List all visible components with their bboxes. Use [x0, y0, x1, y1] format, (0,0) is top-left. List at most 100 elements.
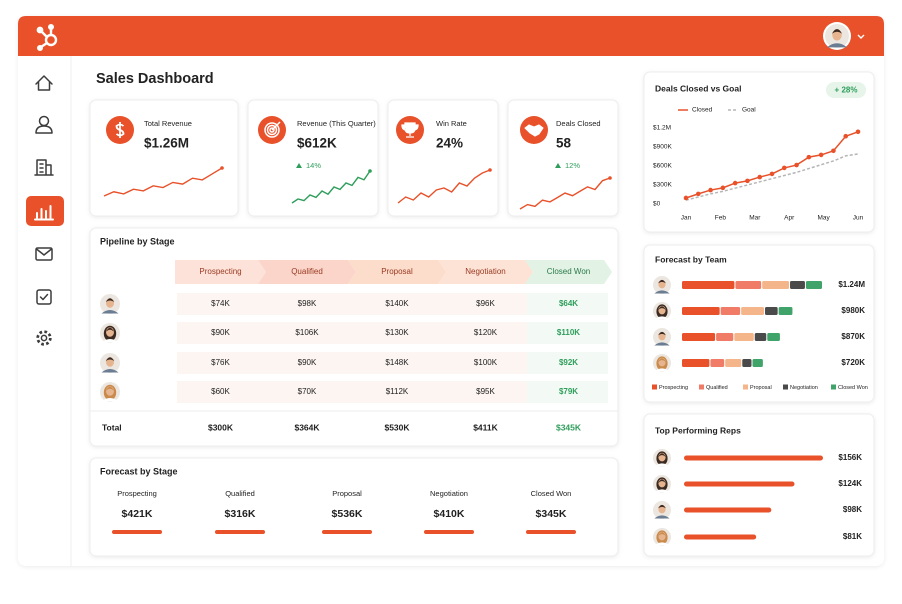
- kpi-icon: [396, 116, 424, 144]
- pipeline-total-label: Total: [102, 422, 122, 432]
- icon-target: [266, 124, 278, 136]
- team-total: $1.24M: [838, 280, 865, 289]
- legend-label: Goal: [742, 107, 756, 114]
- avatar-hair: [105, 298, 115, 302]
- avatar-hair: [105, 386, 115, 391]
- pipeline-cell: [440, 352, 529, 374]
- stage-header: Prospecting: [199, 267, 241, 276]
- forecast-stage-value: $410K: [434, 508, 465, 520]
- stacked-bar-segment: [725, 359, 742, 367]
- bar: [684, 481, 795, 487]
- pipeline-total: $300K: [208, 422, 234, 432]
- avatar-hair: [658, 358, 666, 363]
- line-point: [732, 180, 738, 186]
- icon-handshake: [524, 124, 544, 137]
- avatar-body: [654, 316, 670, 320]
- nav-home[interactable]: [35, 75, 53, 91]
- stage-header: Proposal: [381, 267, 413, 276]
- user-menu[interactable]: [823, 22, 865, 50]
- forecast-stage-label: Negotiation: [430, 489, 468, 498]
- bar-value-label: $124K: [838, 479, 862, 488]
- pipeline-value: $130K: [385, 328, 409, 337]
- pipeline-title: Pipeline by Stage: [100, 236, 175, 246]
- pipeline-value: $140K: [385, 299, 409, 308]
- kpi-value: $612K: [297, 136, 337, 151]
- legend-swatch: [652, 384, 657, 390]
- pipeline-value: $76K: [211, 358, 230, 367]
- kpi-card: [507, 99, 619, 217]
- stage-chevron: [175, 260, 266, 284]
- team-total: $870K: [841, 332, 865, 341]
- pipeline-cell: [440, 293, 529, 315]
- pipeline-cell: [260, 322, 352, 344]
- pipeline-value: $92K: [559, 358, 578, 367]
- stacked-bar-segment: [720, 307, 741, 315]
- avatar-hair: [658, 306, 666, 311]
- avatar-body: [654, 290, 670, 294]
- avatar: [653, 354, 671, 372]
- avatar: [825, 24, 849, 48]
- pipeline-cell: [260, 381, 352, 403]
- pipeline-value: $90K: [211, 328, 230, 337]
- team-total: $720K: [841, 358, 865, 367]
- nav-mail[interactable]: [35, 247, 53, 261]
- kpi-icon: [258, 116, 286, 144]
- kpi-up-arrow: [555, 163, 561, 168]
- pipeline-cell: [350, 352, 442, 374]
- line-point: [794, 162, 799, 168]
- pipeline-cell: [527, 352, 608, 374]
- pipeline-value: $74K: [211, 299, 230, 308]
- line-point: [806, 154, 812, 160]
- team-total: $980K: [841, 306, 865, 315]
- stacked-bar-segment: [734, 333, 754, 341]
- legend-label: Negotiation: [790, 385, 818, 391]
- pipeline-cell: [350, 293, 442, 315]
- avatar-hair: [658, 479, 666, 484]
- legend-swatch: [743, 384, 748, 390]
- stage-chevron: [348, 260, 446, 284]
- forecast-stage-value: $316K: [225, 508, 256, 520]
- avatar-hair: [658, 504, 666, 509]
- bar: [684, 507, 772, 513]
- nav-companies[interactable]: [34, 159, 54, 176]
- x-tick-label: Mar: [749, 215, 761, 222]
- page-title: Sales Dashboard: [96, 71, 214, 87]
- avatar: [653, 528, 671, 546]
- avatar-body: [654, 542, 670, 546]
- kpi-value: $1.26M: [144, 136, 189, 151]
- avatar: [653, 276, 671, 294]
- pipeline-cell: [350, 381, 442, 403]
- stacked-bar-segment: [767, 333, 780, 341]
- sparkline: [397, 169, 491, 204]
- pipeline-cell: [177, 352, 262, 374]
- legend-label: Prospecting: [659, 385, 688, 391]
- nav-reports[interactable]: [26, 196, 64, 226]
- line-point: [769, 171, 775, 177]
- logo[interactable]: [36, 24, 58, 52]
- pipeline-value: $110K: [557, 328, 580, 337]
- avatar-hair: [105, 327, 115, 332]
- y-tick-label: $900K: [653, 144, 672, 151]
- kpi-label: Win Rate: [436, 119, 467, 128]
- legend-label: Qualified: [706, 385, 728, 391]
- pipeline-cell: [260, 293, 352, 315]
- avatar: [653, 302, 671, 320]
- stage-header: Qualified: [291, 267, 323, 276]
- avatar-hair: [658, 331, 666, 336]
- avatar: [653, 501, 671, 519]
- y-tick-label: $300K: [653, 182, 672, 189]
- line-point: [708, 187, 713, 193]
- pipeline-cell: [440, 322, 529, 344]
- nav-settings[interactable]: [36, 330, 52, 346]
- avatar: [100, 353, 120, 373]
- team-card: [643, 244, 875, 403]
- pipeline-value: $95K: [476, 387, 495, 396]
- avatar-hair: [658, 532, 666, 537]
- nav-contacts[interactable]: [35, 115, 53, 134]
- stacked-bar-segment: [805, 281, 822, 289]
- stacked-bar-segment: [778, 307, 793, 315]
- sparkline: [519, 177, 611, 210]
- stacked-bar-segment: [682, 333, 716, 341]
- nav-tasks[interactable]: [36, 289, 52, 305]
